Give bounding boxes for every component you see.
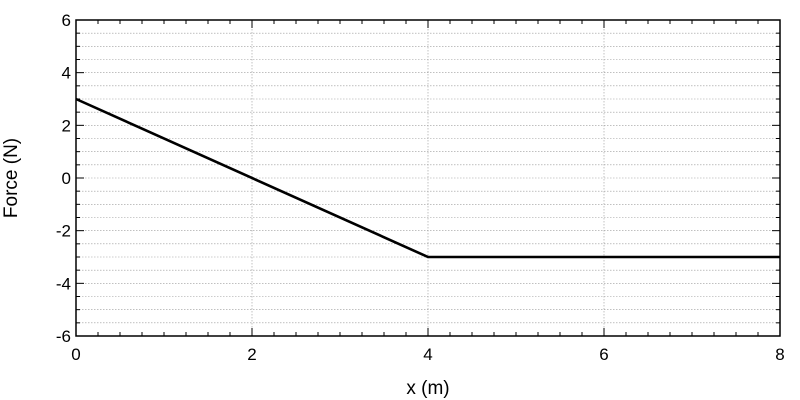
y-tick-label: -6: [56, 327, 71, 346]
x-tick-label: 8: [775, 345, 784, 364]
y-tick-label: -2: [56, 222, 71, 241]
y-tick-label: -4: [56, 274, 71, 293]
y-tick-label: 6: [62, 11, 71, 30]
y-tick-label: 2: [62, 116, 71, 135]
x-tick-label: 4: [423, 345, 432, 364]
y-tick-label: 4: [62, 64, 71, 83]
ticks: [75, 19, 781, 337]
tick-labels: 0 2 4 6 8 -6 -4 -2 0 2 4 6: [56, 11, 785, 364]
x-axis-title: x (m): [406, 378, 449, 399]
x-tick-label: 6: [599, 345, 608, 364]
y-axis-title: Force (N): [1, 138, 22, 218]
x-tick-label: 2: [247, 345, 256, 364]
series-layer: [75, 97, 780, 259]
y-tick-label: 0: [62, 169, 71, 188]
x-tick-label: 0: [71, 345, 80, 364]
force-line: [75, 97, 780, 259]
grid: [76, 20, 780, 336]
